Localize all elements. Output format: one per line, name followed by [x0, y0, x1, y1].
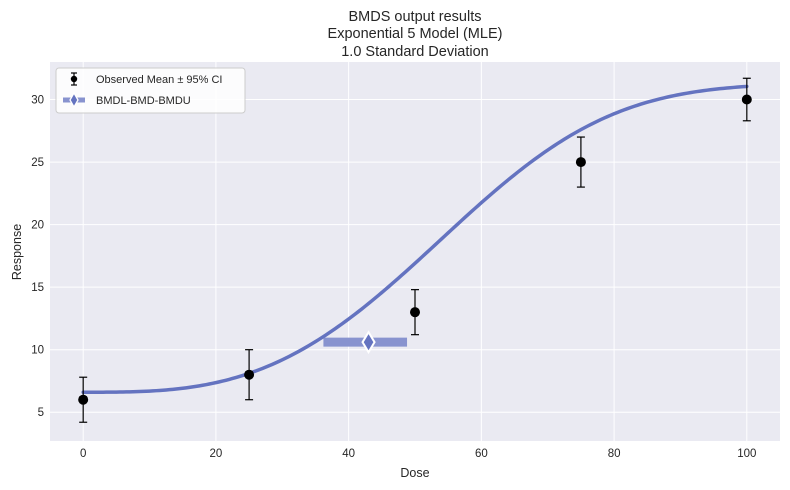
- observed-point: [244, 349, 255, 401]
- chart-title-line-2: Exponential 5 Model (MLE): [328, 26, 503, 42]
- x-axis-ticks: 0 20 40 60 80 100: [80, 448, 756, 460]
- y-axis-ticks: 5 10 15 20 25 30: [31, 95, 44, 420]
- chart-title: BMDS output results Exponential 5 Model …: [328, 9, 503, 60]
- y-tick-label: 30: [31, 95, 44, 107]
- y-tick-label: 5: [38, 407, 44, 419]
- fitted-curve: [81, 84, 749, 394]
- y-tick-label: 15: [31, 282, 44, 294]
- observed-point: [78, 376, 89, 423]
- plot-area: [50, 62, 780, 441]
- y-axis-label: Response: [10, 224, 24, 280]
- bmd-marker: [361, 330, 376, 355]
- observed-points: [78, 77, 752, 423]
- y-tick-label: 20: [31, 220, 44, 232]
- mean-marker: [575, 157, 586, 168]
- mean-marker: [78, 394, 89, 405]
- observed-point: [410, 289, 420, 336]
- legend: Observed Mean ± 95% CI BMDL-BMD-BMDU: [55, 67, 246, 114]
- legend-observed-marker: [70, 72, 78, 86]
- legend-bmd-marker: [63, 91, 85, 109]
- x-tick-label: 60: [475, 448, 488, 460]
- x-tick-label: 0: [80, 448, 86, 460]
- bmd-range: [323, 330, 408, 355]
- x-tick-label: 20: [210, 448, 223, 460]
- x-axis-label: Dose: [400, 466, 429, 480]
- chart-title-line-1: BMDS output results: [349, 9, 482, 25]
- mean-marker: [410, 307, 420, 318]
- legend-bmd-label: BMDL-BMD-BMDU: [96, 95, 191, 107]
- chart-title-line-3: 1.0 Standard Deviation: [341, 44, 489, 60]
- observed-point: [741, 77, 752, 122]
- legend-observed-label: Observed Mean ± 95% CI: [96, 74, 222, 86]
- x-tick-label: 40: [342, 448, 355, 460]
- y-tick-label: 25: [31, 157, 44, 169]
- mean-marker: [244, 369, 255, 380]
- x-tick-label: 100: [737, 448, 756, 460]
- x-tick-label: 80: [608, 448, 621, 460]
- mean-marker: [741, 94, 752, 105]
- observed-point: [575, 136, 586, 188]
- legend-box: [55, 67, 246, 114]
- y-tick-label: 10: [31, 345, 44, 357]
